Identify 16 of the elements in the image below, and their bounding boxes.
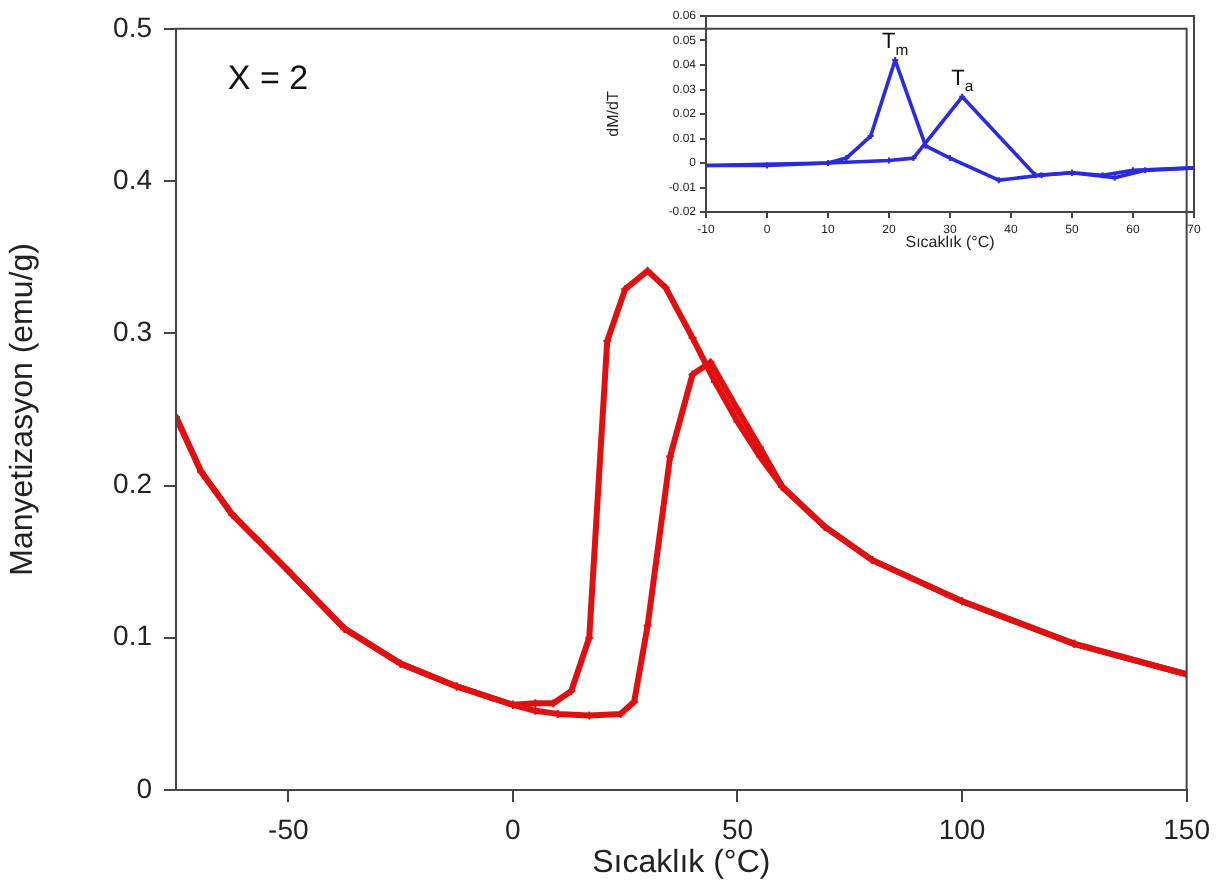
- x-tick-label: 150: [1163, 812, 1211, 845]
- y-tick-label: 0.5: [113, 10, 153, 43]
- y-tick-label: 0.2: [113, 467, 153, 500]
- y-tick-label: 0.1: [113, 619, 153, 652]
- x-tick-label: 50: [721, 812, 754, 845]
- y-tick-label: 0: [136, 771, 153, 804]
- y-tick-label: 0.4: [113, 162, 153, 195]
- annotation: X = 2: [227, 58, 309, 97]
- x-tick-label: 100: [938, 812, 986, 845]
- y-tick-label: 0.3: [113, 315, 153, 347]
- x-axis-title: Sıcaklık (°C): [905, 232, 996, 251]
- x-tick-label: 0: [505, 812, 522, 845]
- x-tick-label: -50: [268, 812, 309, 845]
- y-axis-title: dM/dT: [604, 91, 623, 137]
- y-axis-title: Manyetizasyon (emu/g): [6, 243, 41, 576]
- x-axis-title: Sıcaklık (°C): [592, 845, 771, 880]
